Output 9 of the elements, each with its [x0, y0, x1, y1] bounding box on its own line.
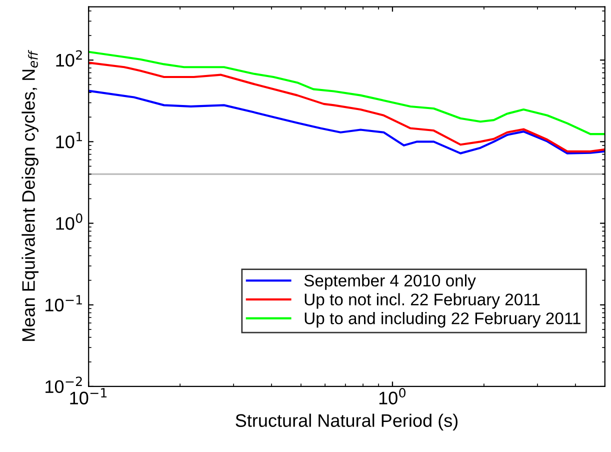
y-tick-label: 10$^{1}$	[56, 132, 82, 148]
legend-label: September 4 2010 only	[304, 274, 476, 290]
y-axis-title: Mean Equivalent Deisgn cycles, N$_{eff}$	[22, 50, 38, 341]
x-axis-title: Structural Natural Period (s)	[236, 414, 458, 431]
legend-label: Up to and including 22 February 2011	[304, 312, 580, 328]
y-tick-label: 10$^{−1}$	[46, 295, 82, 312]
legend-label: Up to not incl. 22 February 2011	[304, 293, 540, 309]
y-tick-label: 10$^{0}$	[56, 213, 82, 230]
y-tick-label: 10$^{2}$	[56, 50, 82, 67]
